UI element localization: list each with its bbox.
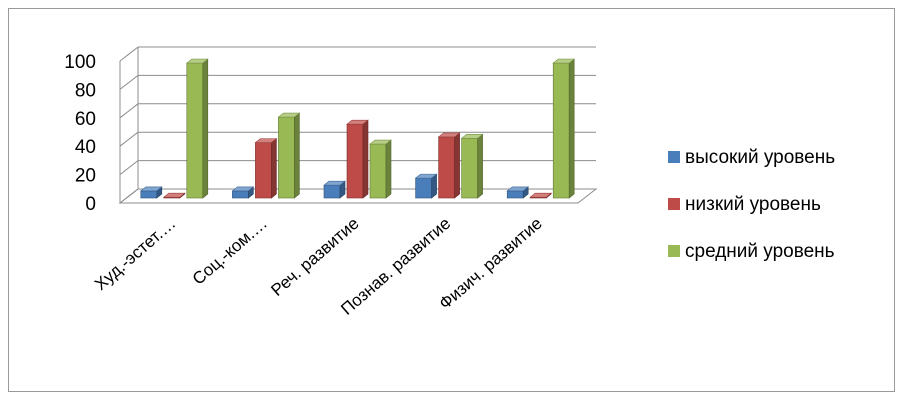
- chart-floor: [118, 188, 598, 204]
- bar: [162, 192, 186, 199]
- bar: [529, 192, 553, 199]
- legend-label: низкий уровень: [685, 194, 821, 215]
- legend-swatch: [668, 245, 680, 257]
- legend: высокий уровень низкий уровень средний уро…: [668, 147, 835, 262]
- y-tick-label: 100: [64, 52, 96, 73]
- side-gridline: [119, 75, 139, 90]
- x-axis-categories: Худ.-эстет.… Соц.-ком.…Реч. развитиеПозна…: [91, 214, 546, 319]
- bar: [277, 112, 301, 199]
- y-tick-label: 20: [75, 166, 96, 187]
- bar: [552, 58, 576, 199]
- x-category-label: Худ.-эстет.…: [91, 214, 179, 294]
- side-gridline: [119, 131, 139, 147]
- x-category-label: Реч. развитие: [267, 214, 362, 300]
- bar: [369, 139, 392, 199]
- side-gridline: [119, 103, 139, 119]
- legend-label: средний уровень: [685, 241, 835, 262]
- bars: [139, 58, 576, 199]
- bar: [139, 186, 163, 199]
- legend-swatch: [668, 151, 680, 163]
- y-tick-label: 0: [85, 194, 96, 215]
- bar: [346, 119, 369, 199]
- side-gridline: [119, 160, 139, 175]
- bar: [323, 180, 346, 199]
- bar: [506, 186, 530, 199]
- chart-frame: [8, 8, 895, 392]
- bar: [231, 186, 255, 199]
- bar: [414, 173, 438, 199]
- y-tick-label: 40: [75, 137, 96, 158]
- bar: [460, 133, 484, 199]
- legend-label: высокий уровень: [685, 147, 835, 168]
- y-axis-ticks: 0 20 40 60 80 100: [64, 52, 96, 215]
- y-tick-label: 60: [75, 109, 96, 130]
- side-gridline: [119, 46, 139, 62]
- bar: [437, 132, 461, 199]
- legend-swatch: [668, 198, 680, 210]
- x-category-label: Соц.-ком.…: [189, 214, 271, 289]
- bar: [254, 137, 278, 199]
- bar: [185, 58, 209, 199]
- y-tick-label: 80: [75, 80, 96, 101]
